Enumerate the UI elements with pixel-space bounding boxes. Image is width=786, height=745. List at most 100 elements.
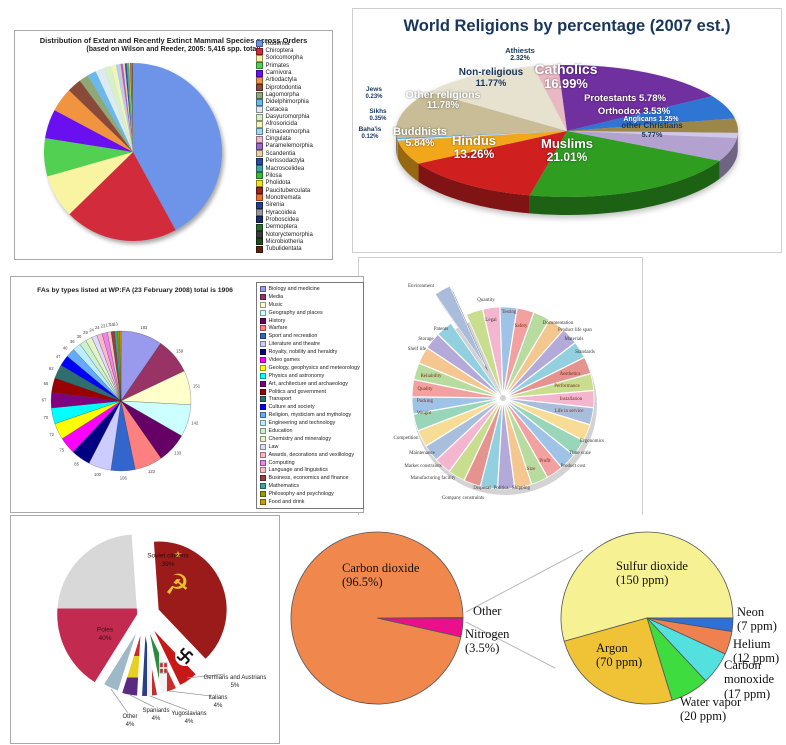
- legend-swatch: [260, 309, 266, 316]
- chart-label: Other religions: [405, 89, 481, 101]
- rim-buddhists: [397, 140, 419, 182]
- slice-diprotodontia: [68, 80, 133, 152]
- rim-other-religions: [396, 131, 397, 157]
- rim-other-christians: [719, 138, 738, 179]
- legend-swatch: [260, 388, 266, 395]
- legend-item-biology-and-medicine: Biology and medicine: [260, 285, 360, 293]
- legend-item-lagomorpha: Lagomorpha: [256, 91, 313, 99]
- slice-protestants: [567, 96, 735, 131]
- chart-label: Neon (7 ppm): [737, 605, 777, 634]
- slice-hindus: [418, 131, 567, 196]
- slice-carbon-dioxide: [290, 531, 464, 705]
- legend-swatch: [260, 412, 266, 419]
- slice-catholics: [558, 65, 713, 131]
- slice-perissodactyla: [124, 63, 133, 153]
- legend-label: Hyracoidea: [265, 209, 296, 216]
- chart-label: Performance: [554, 384, 580, 389]
- venus-pies: [290, 531, 734, 705]
- legend-label: Sirenia: [265, 202, 285, 209]
- chart-label: Installation: [560, 397, 583, 402]
- slice-shipping: [503, 400, 532, 489]
- slice-erinaceomorpha: [115, 64, 133, 152]
- slice-quality: [411, 379, 501, 399]
- slice-weight: [413, 398, 501, 431]
- chart-label: 4%: [126, 722, 135, 728]
- chart-label: 23: [101, 324, 106, 329]
- legend-swatch: [260, 356, 266, 363]
- chart-label: 24: [89, 327, 94, 332]
- slice-installation: [505, 390, 595, 408]
- venus-atmosphere-charts: Carbon dioxide (96.5%) Other Nitrogen (3.5%)…: [280, 515, 786, 745]
- legend-swatch: [256, 69, 263, 77]
- chart-label: 40: [63, 345, 68, 350]
- legend-swatch: [260, 285, 266, 292]
- legend-item-engineering-and-technology: Engineering and technology: [260, 419, 360, 427]
- slice-manufacturing-facility: [449, 400, 502, 481]
- chart-label: Sikhs: [369, 108, 387, 115]
- legend-label: Mathematics: [268, 483, 300, 490]
- slice-athiests: [533, 65, 567, 131]
- legend-label: Culture and society: [268, 404, 315, 411]
- rim-anglicans: [737, 132, 738, 157]
- legend-item-chemistry-and-mineralogy: Chemistry and mineralogy: [260, 435, 360, 443]
- venus-labels: Carbon dioxide (96.5%) Other Nitrogen (3.5%)…: [280, 515, 786, 745]
- slice-safety: [503, 307, 535, 396]
- chart-label: Germans and Austrians: [204, 675, 267, 681]
- legend-label: Law: [268, 443, 279, 450]
- legend-item-tubulidentata: Tubulidentata: [256, 245, 313, 253]
- legend-label: Engineering and technology: [268, 420, 336, 427]
- legend-item-law: Law: [260, 443, 360, 451]
- chart-label: 40%: [98, 635, 111, 642]
- chart-label: Sulfur dioxide (150 ppm): [616, 559, 688, 588]
- slice-storage: [426, 334, 501, 397]
- chart-label: Storage: [418, 337, 434, 342]
- legend-item-pholidota: Pholidota: [256, 179, 313, 187]
- chart-label: Reliability: [420, 374, 442, 379]
- legend-swatch: [256, 223, 263, 231]
- legend-item-video-games: Video games: [260, 356, 360, 364]
- chart-label: Shipping: [512, 486, 531, 491]
- legend-item-dermoptera: Dermoptera: [256, 223, 313, 231]
- featured-articles-title: FAs by types listed at WP:FA (23 Februar…: [37, 287, 233, 294]
- legend-swatch: [256, 150, 263, 158]
- legend-swatch: [260, 451, 266, 458]
- legend-swatch: [256, 128, 263, 136]
- legend-item-macroscelidea: Macroscelidea: [256, 165, 313, 173]
- rim-hindus: [418, 163, 530, 214]
- chart-label: Product cost: [561, 464, 586, 469]
- legend-item-dasyuromorphia: Dasyuromorphia: [256, 113, 313, 121]
- legend-swatch: [256, 142, 263, 150]
- chart-label: Manufacturing facility: [410, 476, 456, 481]
- world-religions-labels: Catholics 16.99% Protestants 5.78% Orthodox…: [353, 9, 781, 252]
- slice-packing: [411, 396, 501, 415]
- slice-sirenia: [131, 63, 133, 153]
- slice-anglicans: [567, 131, 738, 139]
- slice-pholidota: [129, 63, 133, 152]
- slice-pilosa: [128, 63, 133, 152]
- slice-disposal: [480, 400, 503, 490]
- legend-swatch: [256, 172, 263, 180]
- chart-label: 2.32%: [510, 55, 530, 63]
- chart-label: 72: [49, 432, 54, 437]
- legend-swatch: [260, 491, 266, 498]
- chart-label: Jews: [366, 86, 382, 93]
- slice-product-cost: [504, 399, 575, 468]
- chart-label: 16.99%: [544, 76, 588, 92]
- legend-item-geography-and-places: Geography and places: [260, 309, 360, 317]
- legend-item-didelphimorphia: Didelphimorphia: [256, 98, 313, 106]
- legend-swatch: [256, 62, 263, 70]
- legend-item-chiroptera: Chiroptera: [256, 47, 313, 55]
- chart-label: 100: [94, 472, 102, 477]
- legend-item-proboscidea: Proboscidea: [256, 216, 313, 224]
- legend-label: Paucituberculata: [265, 187, 311, 194]
- legend-label: Dasyuromorphia: [265, 114, 310, 121]
- legend-label: Soricomorpha: [265, 55, 303, 62]
- slice-politics: [497, 400, 515, 490]
- legend-swatch: [260, 498, 266, 505]
- legend-label: Perissodactyla: [265, 158, 305, 165]
- chart-label: Buddhists: [393, 126, 447, 138]
- chart-label: Quality: [418, 387, 433, 392]
- legend-label: Philosophy and psychology: [268, 491, 334, 498]
- legend-swatch: [260, 317, 266, 324]
